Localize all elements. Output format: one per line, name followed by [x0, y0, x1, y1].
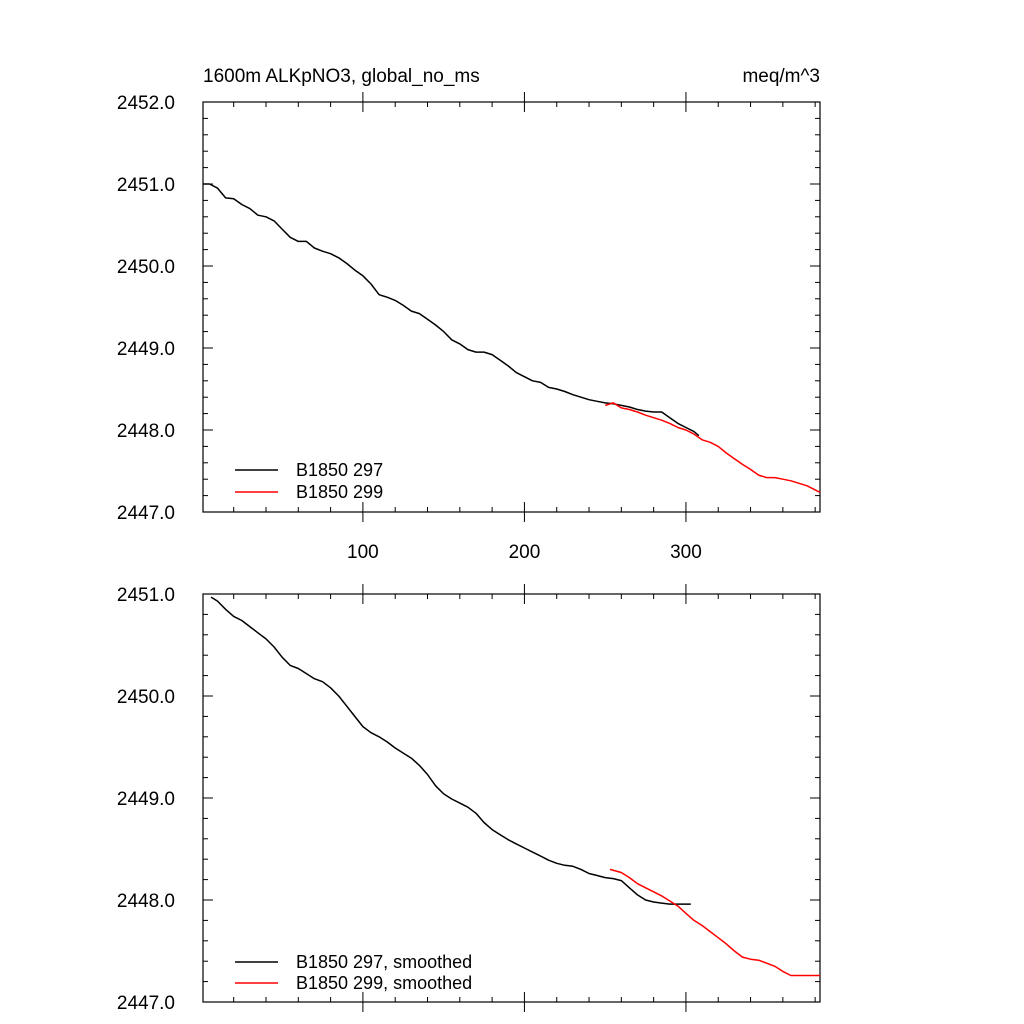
y-tick-label: 2449.0 [117, 339, 175, 360]
y-tick-label: 2450.0 [117, 687, 175, 708]
y-tick-label: 2448.0 [117, 891, 175, 912]
x-tick-label: 300 [670, 542, 702, 563]
legend-label-b1850-299: B1850 299 [296, 482, 383, 502]
y-tick-label: 2451.0 [117, 175, 175, 196]
series-line-b1850-297-smoothed [210, 596, 691, 905]
y-tick-label: 2452.0 [117, 93, 175, 114]
chart-title: 1600m ALKpNO3, global_no_ms [203, 66, 480, 87]
plot-frame [202, 593, 821, 1003]
bottom-legend: B1850 297, smoothed B1850 299, smoothed [235, 952, 472, 993]
series-line-b1850-299-smoothed [609, 868, 820, 977]
y-tick-label: 2448.0 [117, 421, 175, 442]
series-line-b1850-299 [604, 402, 821, 493]
bottom-axes: 2447.0 2448.0 2449.0 2450.0 2451.0 [117, 584, 821, 1014]
y-tick-label: 2450.0 [117, 257, 175, 278]
units-label: meq/m^3 [742, 66, 820, 87]
top-series-lines [203, 183, 821, 493]
x-tick-label: 200 [509, 542, 541, 563]
top-panel: 1600m ALKpNO3, global_no_ms meq/m^3 2447… [117, 66, 821, 563]
plot-frame [202, 101, 821, 513]
x-tick-label: 100 [347, 542, 379, 563]
y-tick-label: 2447.0 [117, 503, 175, 524]
bottom-series-lines [210, 596, 820, 977]
legend-label-b1850-299-smoothed: B1850 299, smoothed [296, 973, 472, 993]
y-tick-label: 2451.0 [117, 585, 175, 606]
legend-label-b1850-297-smoothed: B1850 297, smoothed [296, 952, 472, 972]
bottom-panel: 2447.0 2448.0 2449.0 2450.0 2451.0 B1850 297… [117, 584, 821, 1014]
top-legend: B1850 297 B1850 299 [235, 460, 383, 502]
y-tick-label: 2447.0 [117, 993, 175, 1014]
top-axes: 2447.0 2448.0 2449.0 2450.0 2451.0 2452.0 100 2… [117, 92, 821, 563]
y-tick-label: 2449.0 [117, 789, 175, 810]
series-line-b1850-297 [203, 183, 700, 437]
legend-label-b1850-297: B1850 297 [296, 460, 383, 480]
